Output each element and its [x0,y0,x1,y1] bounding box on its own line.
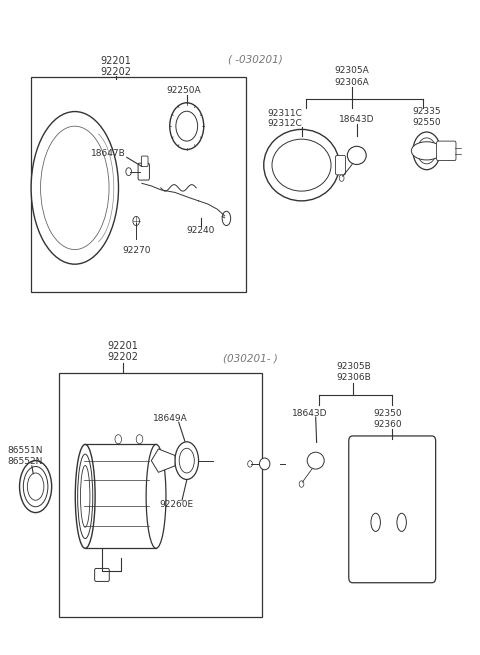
Ellipse shape [75,444,95,548]
Text: 92240: 92240 [187,225,215,234]
Text: 92260E: 92260E [159,500,193,510]
Circle shape [339,175,344,181]
Ellipse shape [348,146,366,164]
Text: (030201- ): (030201- ) [223,353,278,363]
Ellipse shape [27,473,44,500]
Text: 92250A: 92250A [166,86,201,95]
Ellipse shape [81,466,90,527]
Bar [59,373,262,616]
Ellipse shape [146,444,166,548]
Text: 18649A: 18649A [153,414,188,423]
Text: 92550: 92550 [412,119,441,128]
Text: 92201: 92201 [100,56,132,66]
Text: 92270: 92270 [122,246,150,255]
Text: 18643D: 18643D [292,409,327,418]
Text: 92312C: 92312C [268,119,302,128]
Text: ( -030201): ( -030201) [228,55,283,65]
Text: 86551N: 86551N [7,447,43,455]
Ellipse shape [41,126,109,250]
Circle shape [115,435,121,443]
Ellipse shape [260,458,270,470]
FancyBboxPatch shape [142,156,148,166]
Bar [31,77,246,291]
Circle shape [248,460,252,467]
Text: 92202: 92202 [108,352,139,362]
Circle shape [133,216,140,225]
Text: 92311C: 92311C [267,109,302,118]
Text: 86552N: 86552N [7,457,42,466]
Ellipse shape [371,514,380,531]
Bar [383,570,392,578]
Ellipse shape [78,454,93,538]
Text: 92306B: 92306B [336,373,371,382]
Ellipse shape [31,111,119,264]
Text: 92305A: 92305A [335,66,370,75]
Text: 92201: 92201 [108,341,138,350]
Ellipse shape [176,111,198,141]
Text: 18647B: 18647B [91,149,126,158]
Ellipse shape [413,132,440,170]
Ellipse shape [20,460,52,513]
Ellipse shape [179,448,194,473]
FancyBboxPatch shape [349,436,436,583]
Text: 92306A: 92306A [335,77,370,86]
Ellipse shape [397,514,407,531]
Circle shape [136,435,143,443]
FancyBboxPatch shape [437,141,456,160]
Circle shape [126,168,132,176]
Polygon shape [151,449,175,472]
Text: 92305B: 92305B [336,362,371,371]
Ellipse shape [307,452,324,469]
FancyBboxPatch shape [138,163,149,180]
Ellipse shape [24,466,48,507]
Ellipse shape [411,141,442,160]
Ellipse shape [264,130,339,201]
FancyBboxPatch shape [336,155,346,175]
Ellipse shape [417,138,436,164]
Text: 92335: 92335 [412,107,441,117]
Ellipse shape [272,139,331,191]
Ellipse shape [175,442,199,479]
FancyBboxPatch shape [95,569,109,582]
Ellipse shape [170,103,204,149]
Text: 92360: 92360 [373,420,402,429]
Circle shape [299,481,304,487]
Text: 92350: 92350 [373,409,402,418]
Text: 18643D: 18643D [339,115,374,124]
Text: 92202: 92202 [100,67,132,77]
Ellipse shape [222,212,231,225]
